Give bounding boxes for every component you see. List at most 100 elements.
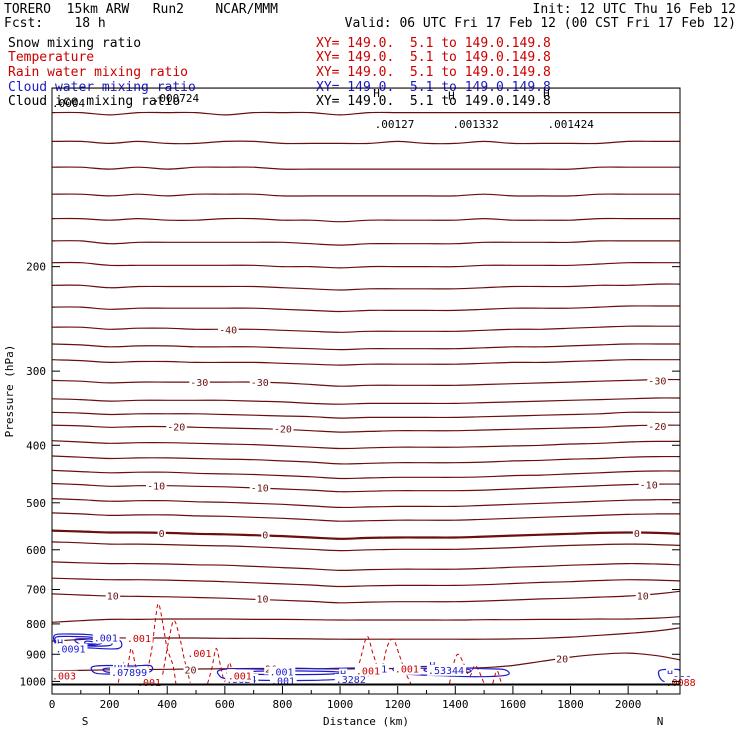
field-range-cloud-ice: XY= 149.0. 5.1 to 149.0.149.8 xyxy=(316,94,551,109)
label-halo xyxy=(638,479,660,491)
cloud-ice-label: H xyxy=(448,90,455,103)
x-axis-title: Distance (km) xyxy=(323,715,409,728)
y-tick-label: 200 xyxy=(26,261,46,274)
field-name-rain: Rain water mixing ratio xyxy=(8,65,189,80)
label-halo xyxy=(268,666,296,678)
label-halo xyxy=(56,637,65,649)
label-halo xyxy=(110,667,150,679)
rain-contour-line xyxy=(117,647,142,683)
label-halo xyxy=(218,324,239,336)
cloud-ice-label: .001424 xyxy=(547,118,594,131)
rain-label: .001 xyxy=(127,634,151,645)
label-halo xyxy=(54,643,88,655)
isotherm-line xyxy=(52,440,680,450)
cloud-water-label: .001 xyxy=(94,633,118,644)
label-halo xyxy=(105,590,121,602)
field-range-rain: XY= 149.0. 5.1 to 149.0.149.8 xyxy=(316,65,551,80)
cloud-ice-label: H xyxy=(373,87,380,100)
cloud-water-label: .53344 xyxy=(428,666,464,677)
isotherm-line xyxy=(52,577,680,588)
field-range-temperature: XY= 149.0. 5.1 to 149.0.149.8 xyxy=(316,50,551,65)
header-run-title: TORERO 15km ARW Run2 NCAR/MMM xyxy=(4,2,278,17)
x-tick-label: 1800 xyxy=(557,698,584,711)
cloud-ice-label: .000724 xyxy=(153,92,200,105)
field-name-snow: Snow mixing ratio xyxy=(8,36,142,51)
isotherm-label: -30 xyxy=(251,378,269,389)
cloud-water-label: .001 xyxy=(269,667,293,678)
isotherm-label: 0 xyxy=(262,531,268,542)
isotherm-line xyxy=(52,616,680,623)
isotherm-line xyxy=(52,529,680,540)
isotherm-label: -20 xyxy=(274,425,292,436)
x-tick-label: 200 xyxy=(100,698,120,711)
y-tick-label: 400 xyxy=(26,439,46,452)
cloud-water-label: .07899 xyxy=(111,668,147,679)
label-halo xyxy=(555,653,570,665)
x-tick-label: 600 xyxy=(215,698,235,711)
label-halo xyxy=(261,529,270,541)
label-halo xyxy=(92,632,120,644)
y-axis-title: Pressure (hPa) xyxy=(3,345,16,438)
x-tick-label: 400 xyxy=(157,698,177,711)
header-init-time: Init: 12 UTC Thu 16 Feb 12 xyxy=(532,2,737,17)
cloud-water-label: .0091 xyxy=(55,644,85,655)
rain-contour-line xyxy=(161,620,191,683)
isotherm-label: 20 xyxy=(185,665,197,676)
isotherm-label: -30 xyxy=(648,376,666,387)
rain-label: .001 xyxy=(228,672,252,683)
cloud-water-label: .3282 xyxy=(336,675,366,686)
label-halo xyxy=(249,377,271,389)
field-name-cloud-ice: Cloud ice mixing ratio xyxy=(8,94,181,109)
x-tick-label: 0 xyxy=(49,698,56,711)
isotherm-group xyxy=(52,88,680,672)
isotherm-line xyxy=(52,378,680,387)
cloud-ice-label: H xyxy=(543,87,550,100)
contour-label-group: -40 -30 -30 -30 -20 -20 -20 -10 -10 -10 0 0 0 10 10 10 2… xyxy=(51,87,698,689)
x-tick-label: 1600 xyxy=(500,698,527,711)
isotherm-line xyxy=(52,261,680,269)
isotherm-line xyxy=(52,305,680,313)
label-halo xyxy=(632,527,642,539)
cloud-ice-label: .001332 xyxy=(452,118,498,131)
isotherm-line xyxy=(52,325,680,333)
label-halo xyxy=(334,673,368,685)
label-halo xyxy=(647,420,668,432)
label-halo xyxy=(183,664,198,676)
label-halo xyxy=(125,633,153,645)
rain-contour-line xyxy=(449,653,485,684)
isotherm-line xyxy=(52,498,680,509)
cloud-water-contour-line xyxy=(248,670,344,676)
label-halo xyxy=(249,482,271,494)
isotherm-line xyxy=(52,283,680,291)
isotherm-label: -10 xyxy=(640,481,658,492)
label-halo xyxy=(146,480,167,492)
isotherm-line xyxy=(52,140,680,145)
field-range-snow: XY= 149.0. 5.1 to 149.0.149.8 xyxy=(316,36,551,51)
x-tick-label: 1400 xyxy=(442,698,469,711)
x-tick-label: 1000 xyxy=(327,698,354,711)
isotherm-line xyxy=(52,561,680,572)
isotherm-line xyxy=(52,359,680,366)
y-tick-label: 1000 xyxy=(20,675,47,688)
isotherm-line xyxy=(52,397,680,405)
isotherm-label: 0 xyxy=(159,529,165,540)
rain-label: .001 xyxy=(187,649,211,660)
header-valid-time: Valid: 06 UTC Fri 17 Feb 12 (00 CST Fri … xyxy=(344,16,736,31)
label-halo xyxy=(51,670,78,682)
isotherm-line xyxy=(52,424,680,433)
label-halo xyxy=(189,377,210,389)
cloud-water-label: .001 xyxy=(271,676,295,687)
label-halo xyxy=(269,675,297,687)
isotherm-label: -10 xyxy=(147,482,165,493)
isotherm-label: 10 xyxy=(637,591,649,602)
rain-contour-line xyxy=(207,647,234,684)
isotherm-label: 0 xyxy=(634,529,640,540)
plot-frame xyxy=(51,87,681,695)
label-halo xyxy=(272,423,294,435)
isotherm-label: -40 xyxy=(219,325,237,336)
label-halo xyxy=(635,590,651,602)
rain-contour-line xyxy=(143,603,177,685)
rain-contour-group xyxy=(117,603,502,685)
